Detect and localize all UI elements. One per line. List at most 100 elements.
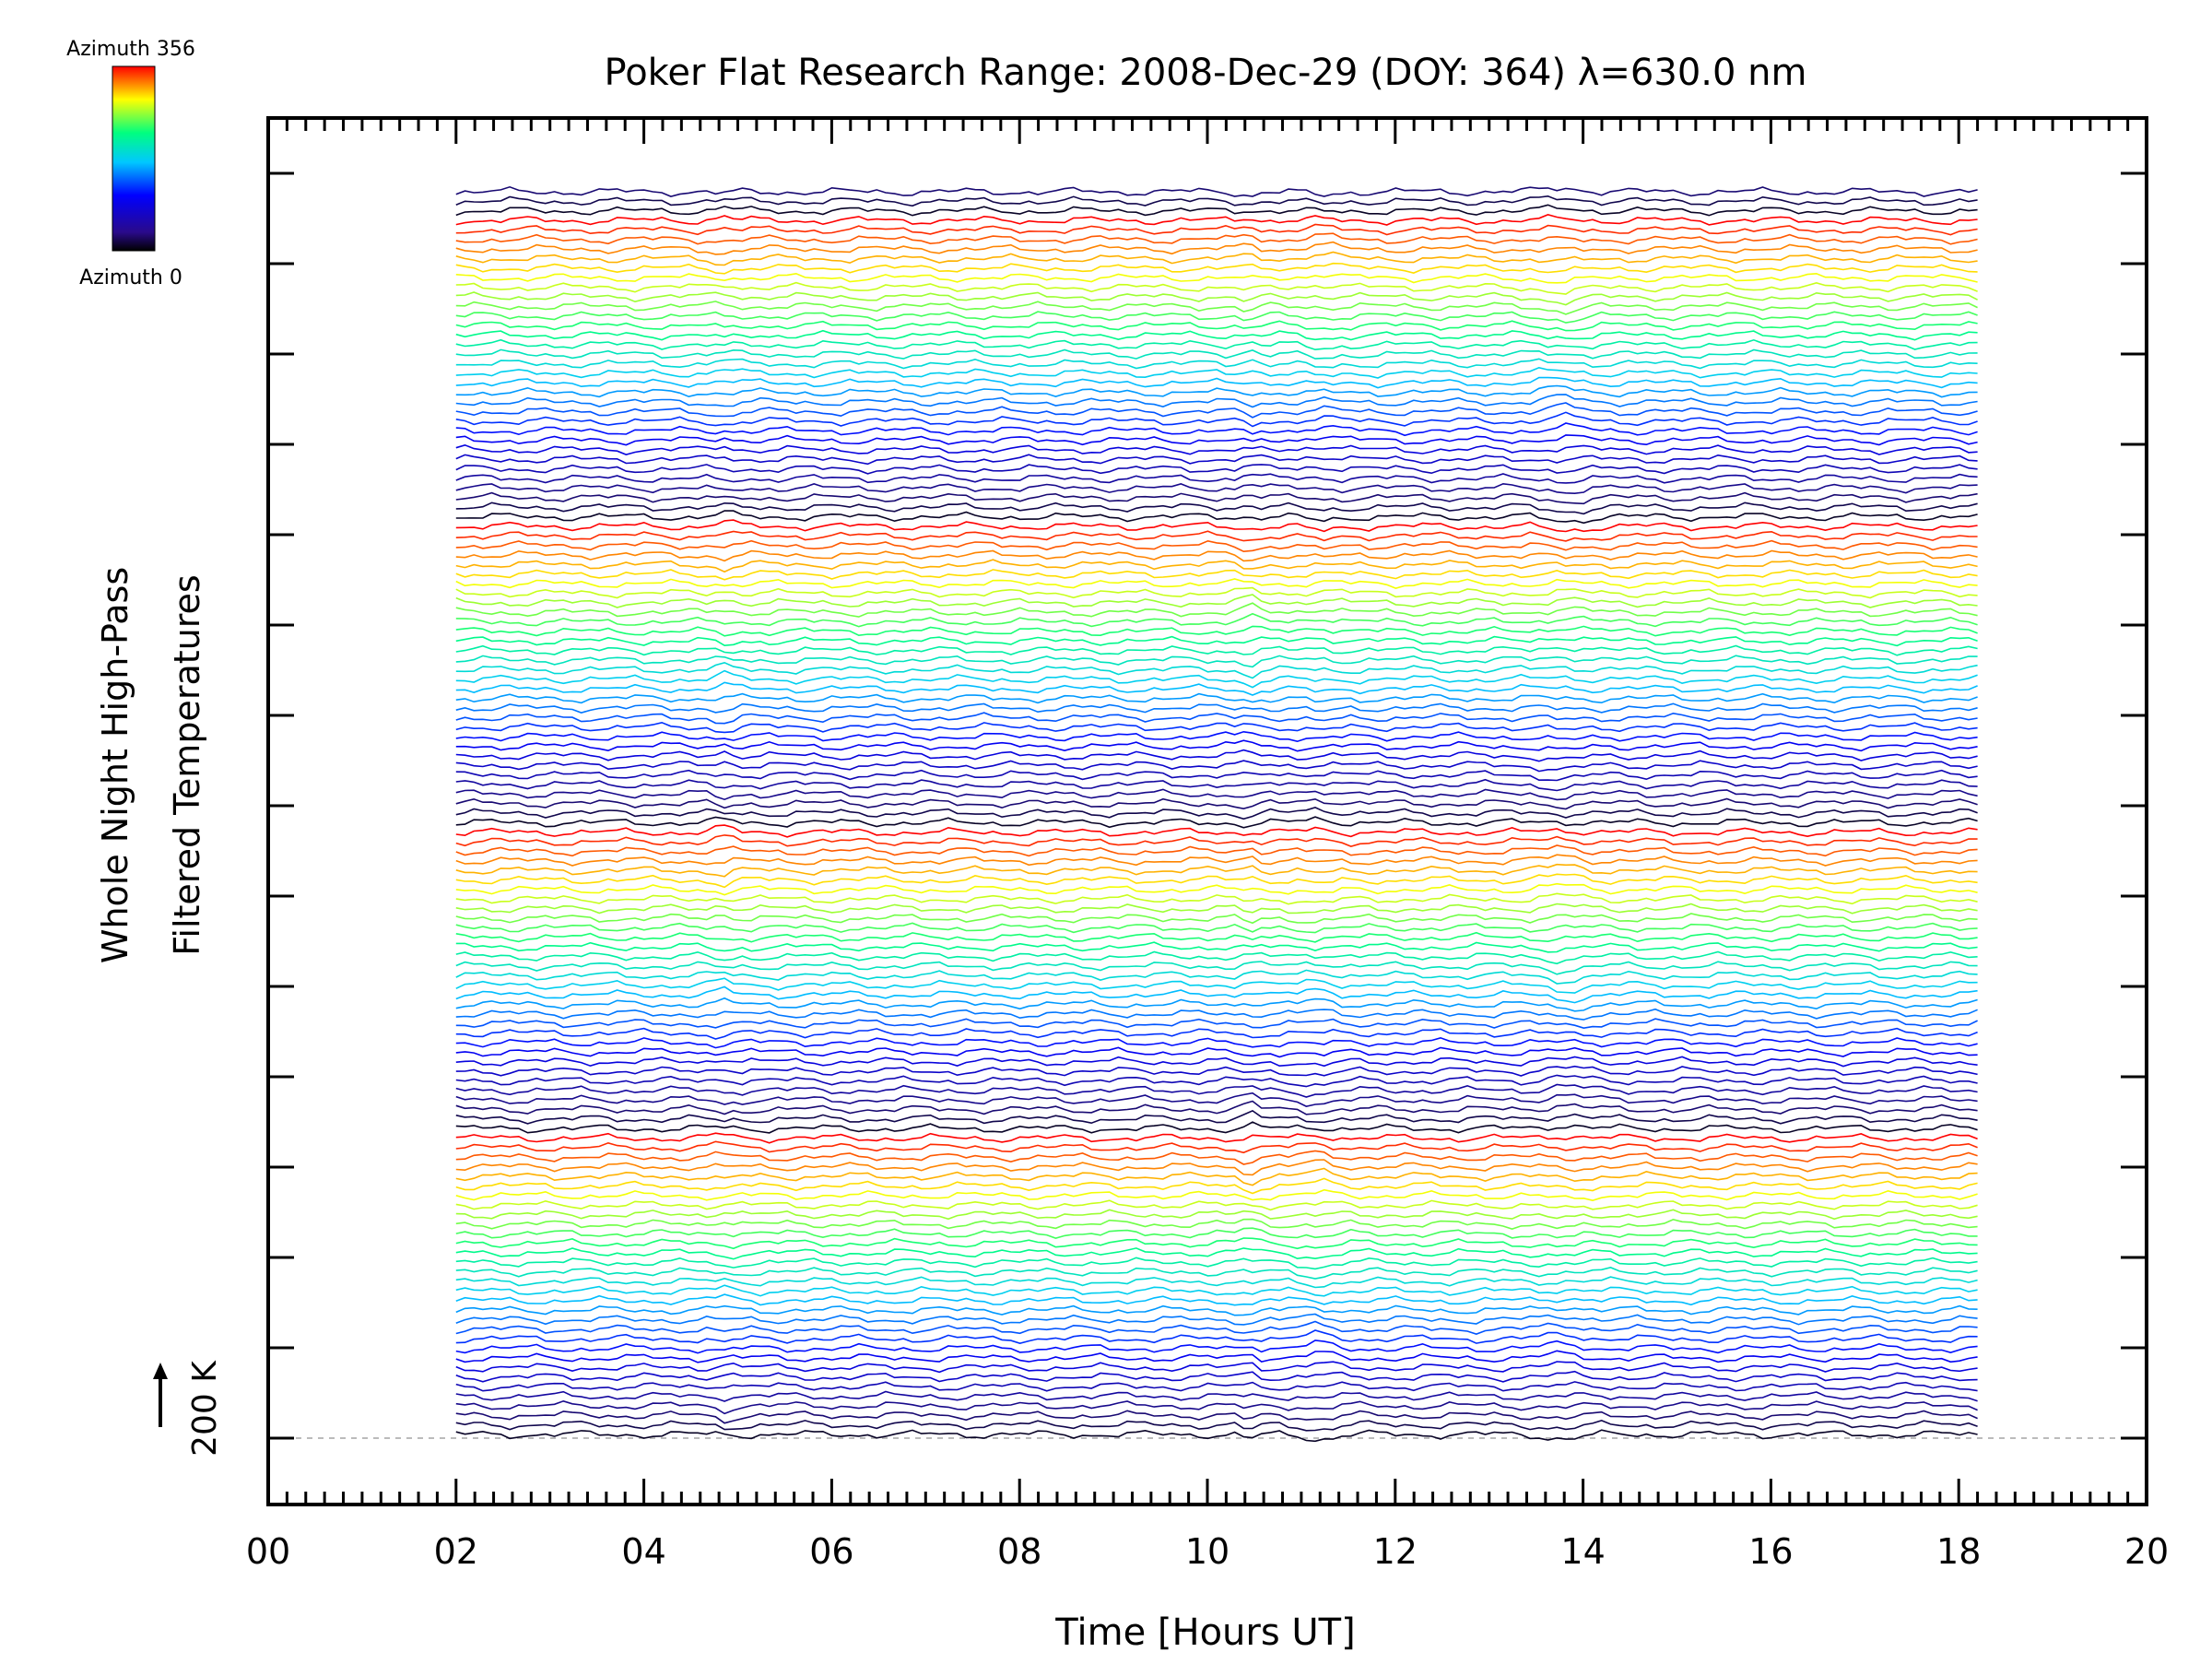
temperature-trace bbox=[455, 301, 1978, 315]
temperature-trace bbox=[455, 997, 1978, 1012]
temperature-trace bbox=[455, 661, 1978, 679]
temperature-trace bbox=[455, 1092, 1978, 1107]
temperature-trace bbox=[455, 291, 1978, 306]
temperature-trace bbox=[455, 977, 1978, 994]
temperature-trace bbox=[455, 549, 1978, 562]
temperature-trace bbox=[455, 692, 1978, 704]
temperature-trace bbox=[455, 223, 1978, 236]
temperature-trace bbox=[455, 1056, 1978, 1068]
temperature-trace bbox=[455, 625, 1978, 637]
temperature-trace bbox=[455, 712, 1978, 725]
temperature-trace bbox=[455, 778, 1978, 792]
x-tick-label: 10 bbox=[1185, 1531, 1230, 1572]
x-tick-label-group: 00 02 04 06 08 10 12 14 16 18 20 bbox=[246, 1531, 2169, 1572]
temperature-trace bbox=[455, 320, 1978, 332]
temperature-trace bbox=[455, 1313, 1978, 1326]
temperature-trace bbox=[455, 730, 1978, 743]
x-tick-label: 14 bbox=[1560, 1531, 1605, 1572]
temperature-trace bbox=[455, 844, 1978, 857]
temperature-trace bbox=[455, 644, 1978, 656]
temperature-trace bbox=[455, 1390, 1978, 1402]
temperature-trace bbox=[455, 594, 1978, 608]
x-tick-label: 02 bbox=[434, 1531, 478, 1572]
tick-group bbox=[266, 118, 2148, 1505]
temperature-trace bbox=[455, 366, 1978, 379]
scale-label: 200 K bbox=[186, 1360, 224, 1457]
temperature-trace bbox=[455, 961, 1978, 975]
temperature-trace bbox=[455, 376, 1978, 389]
temperature-trace bbox=[455, 1257, 1978, 1270]
temperature-trace bbox=[455, 185, 1978, 197]
temperature-trace bbox=[455, 612, 1978, 628]
temperature-trace bbox=[455, 422, 1978, 437]
x-tick-label: 06 bbox=[809, 1531, 853, 1572]
temperature-trace bbox=[455, 797, 1978, 810]
temperature-trace bbox=[455, 816, 1978, 829]
temperature-trace bbox=[455, 1420, 1978, 1432]
temperature-trace bbox=[455, 214, 1978, 226]
scale-arrow-head bbox=[153, 1363, 168, 1379]
temperature-trace bbox=[455, 1304, 1978, 1316]
temperature-trace bbox=[455, 559, 1978, 573]
temperature-trace bbox=[455, 519, 1978, 533]
colorbar-bottom-label: Azimuth 0 bbox=[79, 266, 182, 289]
temperature-trace bbox=[455, 1399, 1978, 1415]
x-axis-label: Time [Hours UT] bbox=[1054, 1611, 1355, 1654]
temperature-trace bbox=[455, 769, 1978, 782]
temperature-trace bbox=[455, 394, 1978, 408]
temperature-trace bbox=[455, 502, 1978, 515]
temperature-trace bbox=[455, 464, 1978, 475]
colorbar bbox=[112, 65, 156, 252]
temperature-trace bbox=[455, 1237, 1978, 1250]
temperature-trace bbox=[455, 655, 1978, 668]
temperature-trace bbox=[455, 985, 1978, 1004]
temperature-trace bbox=[455, 281, 1978, 295]
temperature-trace bbox=[455, 1140, 1978, 1154]
temperature-trace bbox=[455, 702, 1978, 714]
temperature-trace bbox=[455, 873, 1978, 889]
temperature-trace bbox=[455, 443, 1978, 455]
temperature-trace bbox=[455, 882, 1978, 896]
temperature-trace bbox=[455, 1227, 1978, 1239]
x-tick-label: 18 bbox=[1936, 1531, 1981, 1572]
temperature-trace bbox=[455, 1199, 1978, 1211]
temperature-trace bbox=[455, 669, 1978, 689]
x-tick-label: 12 bbox=[1373, 1531, 1418, 1572]
temperature-trace bbox=[455, 807, 1978, 820]
temperature-trace bbox=[455, 329, 1978, 341]
temperature-trace bbox=[455, 402, 1978, 419]
chart-title: Poker Flat Research Range: 2008-Dec-29 (… bbox=[605, 52, 1807, 94]
temperature-trace bbox=[455, 473, 1978, 484]
temperature-trace bbox=[455, 854, 1978, 867]
temperature-trace bbox=[455, 635, 1978, 647]
temperature-trace bbox=[455, 1065, 1978, 1077]
temperature-trace bbox=[455, 1361, 1978, 1374]
temperature-trace bbox=[455, 721, 1978, 734]
temperature-trace bbox=[455, 482, 1978, 495]
x-tick-label: 04 bbox=[621, 1531, 665, 1572]
y-axis-label-line1: Whole Night High-Pass bbox=[95, 567, 135, 963]
temperature-trace bbox=[455, 1339, 1978, 1354]
temperature-trace bbox=[455, 411, 1978, 428]
temperature-trace bbox=[455, 195, 1978, 207]
temperature-trace bbox=[455, 788, 1978, 801]
temperature-trace bbox=[455, 739, 1978, 752]
temperature-trace bbox=[455, 1247, 1978, 1260]
temperature-trace bbox=[455, 1027, 1978, 1040]
temperature-trace bbox=[455, 1284, 1978, 1297]
temperature-trace bbox=[455, 760, 1978, 773]
temperature-trace bbox=[455, 863, 1978, 878]
temperature-trace bbox=[455, 338, 1978, 351]
temperature-trace bbox=[455, 1381, 1978, 1392]
temperature-trace bbox=[455, 892, 1978, 905]
temperature-trace bbox=[455, 941, 1978, 953]
temperature-trace bbox=[455, 348, 1978, 360]
temperature-trace bbox=[455, 311, 1978, 324]
temperature-trace bbox=[455, 241, 1978, 255]
temperature-trace bbox=[455, 232, 1978, 245]
temperature-trace bbox=[455, 251, 1978, 266]
temperature-trace bbox=[455, 1350, 1978, 1363]
trace-group bbox=[274, 185, 2141, 1443]
